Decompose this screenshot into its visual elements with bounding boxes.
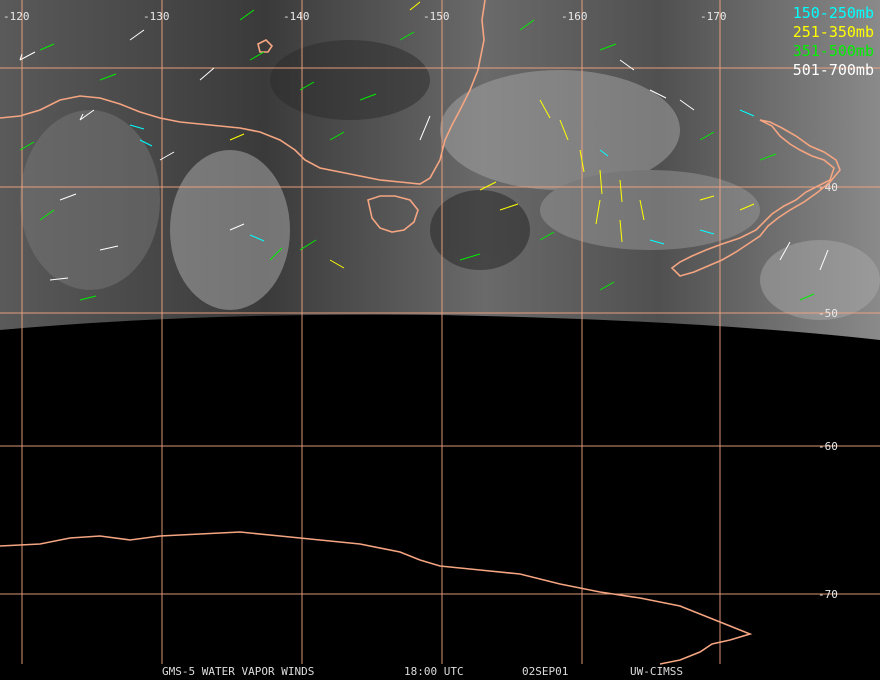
coastlines bbox=[0, 0, 841, 665]
lon-label: -160 bbox=[561, 10, 588, 23]
caption-time: 18:00 UTC bbox=[404, 665, 464, 678]
antarctica-coast bbox=[0, 531, 753, 665]
lon-label: -130 bbox=[143, 10, 170, 23]
legend-entry-351-500: 351-500mb bbox=[792, 42, 874, 60]
australia-coast bbox=[0, 0, 486, 185]
lat-label: -50 bbox=[818, 307, 838, 320]
pressure-legend: 150-250mb 251-350mb 351-500mb 501-700mb bbox=[793, 4, 874, 80]
lat-label: -60 bbox=[818, 440, 838, 453]
small-island bbox=[257, 39, 274, 53]
caption-source: UW-CIMSS bbox=[630, 665, 683, 678]
lon-label: -170 bbox=[700, 10, 727, 23]
legend-entry-501-700: 501-700mb bbox=[792, 61, 874, 79]
new-zealand-coast bbox=[670, 119, 841, 277]
image-caption: GMS-5 WATER VAPOR WINDS 18:00 UTC 02SEP0… bbox=[0, 664, 880, 680]
legend-entry-251-350: 251-350mb bbox=[792, 23, 874, 41]
legend-entry-150-250: 150-250mb bbox=[792, 4, 874, 22]
tasmania-coast bbox=[367, 195, 419, 233]
lon-label: -150 bbox=[423, 10, 450, 23]
longitude-labels: -120 -130 -140 -150 -160 -170 bbox=[3, 10, 727, 23]
wind-barbs bbox=[19, 1, 829, 301]
graticule bbox=[0, 0, 880, 664]
lat-label: -70 bbox=[818, 588, 838, 601]
lon-label: -140 bbox=[283, 10, 310, 23]
caption-satellite: GMS-5 WATER VAPOR WINDS bbox=[162, 665, 315, 678]
lon-label: -120 bbox=[3, 10, 30, 23]
caption-date: 02SEP01 bbox=[522, 665, 569, 678]
